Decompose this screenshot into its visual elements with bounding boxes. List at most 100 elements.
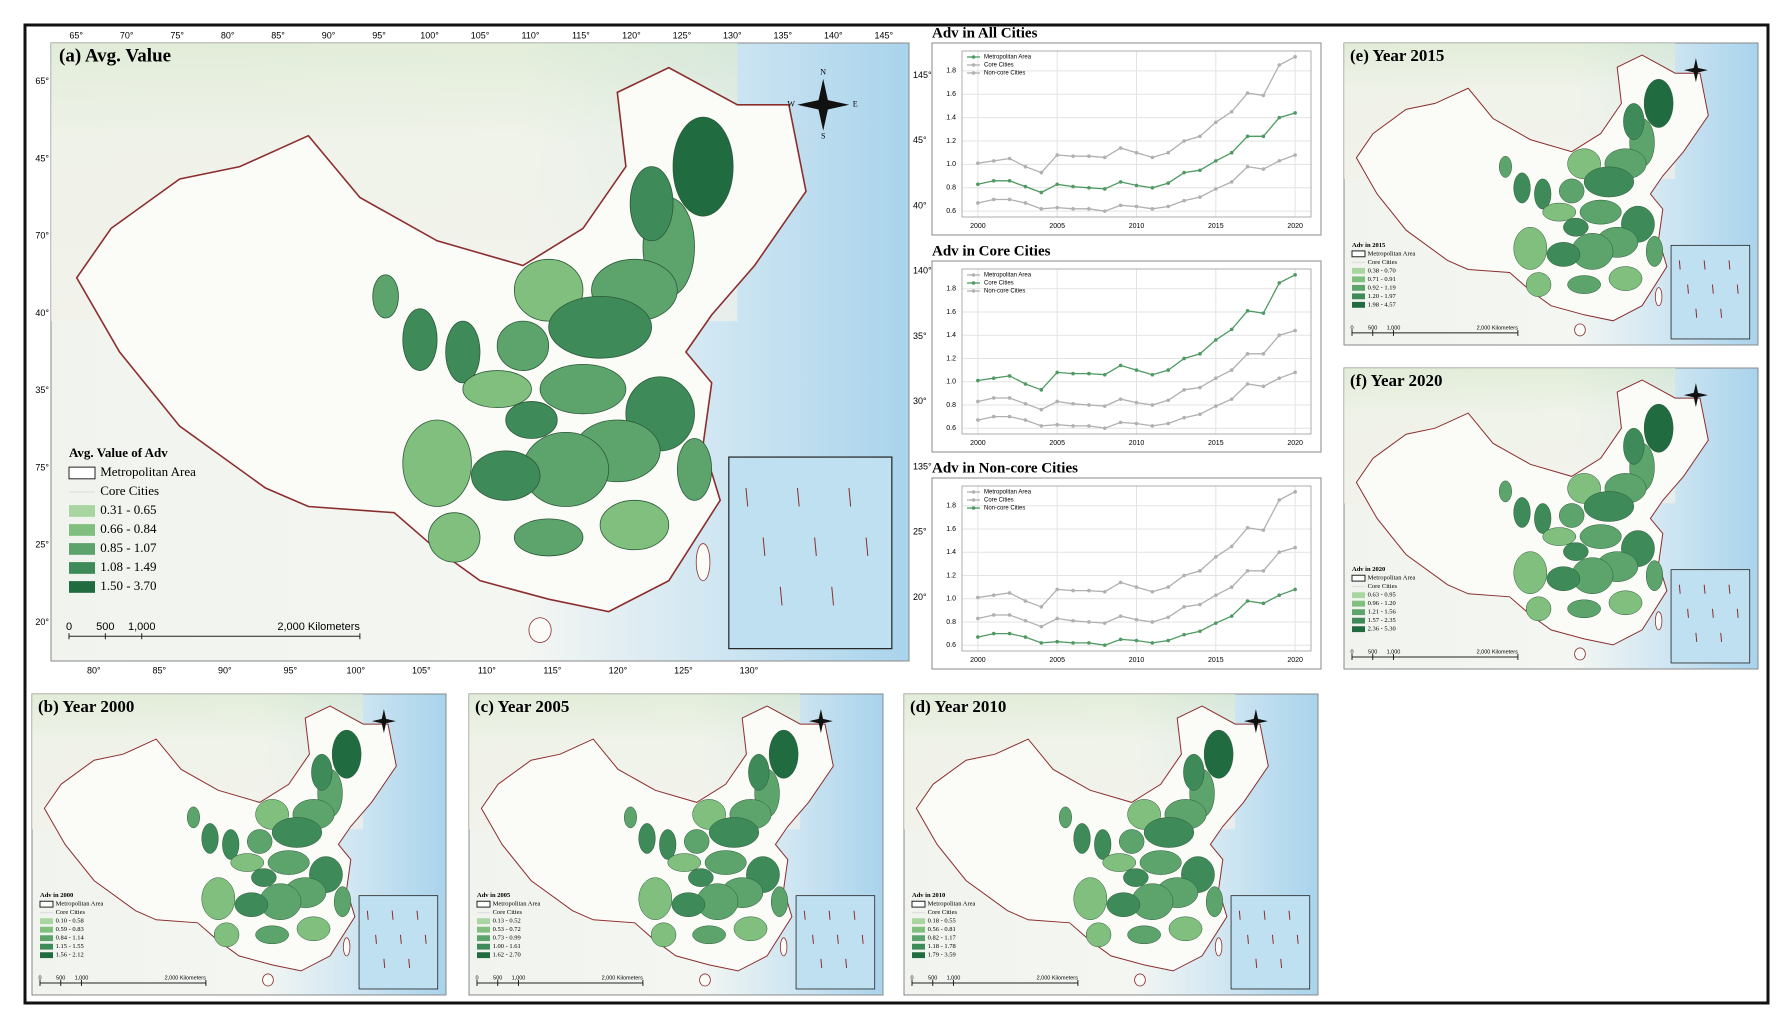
- map-title: (b) Year 2000: [38, 697, 134, 716]
- map-inset: [1670, 569, 1751, 664]
- data-point: [1166, 585, 1171, 589]
- data-point: [1198, 412, 1202, 417]
- data-point: [1166, 421, 1171, 426]
- legend-swatch: [1352, 276, 1365, 283]
- data-point: [1023, 382, 1028, 386]
- inset-boundary: [1687, 608, 1689, 618]
- data-point: [1150, 403, 1155, 407]
- city-region: [1645, 560, 1664, 591]
- legend-label: 0.56 - 0.81: [928, 926, 956, 933]
- graticule-label: 75°: [35, 462, 49, 472]
- chart-frame: [931, 260, 1322, 453]
- data-point: [1198, 195, 1202, 199]
- legend-swatch-metro: [476, 900, 491, 908]
- graticule-label: 105°: [412, 665, 431, 675]
- graticule-label: 100°: [347, 665, 366, 675]
- legend-marker: [971, 506, 976, 510]
- scale-label: 500: [493, 975, 502, 981]
- data-point: [1277, 333, 1282, 338]
- inset-boundary: [861, 934, 864, 944]
- x-tick-label: 2015: [1208, 223, 1224, 230]
- compass: [1683, 383, 1708, 408]
- city-region: [333, 886, 352, 917]
- legend-label: Metropolitan Area: [984, 490, 1032, 496]
- city-region: [1643, 78, 1674, 128]
- inset-boundary: [845, 958, 848, 968]
- legend-swatch: [912, 926, 925, 933]
- inset-boundary: [820, 958, 823, 968]
- inset-boundary: [1728, 584, 1731, 594]
- y-tick-label: 1.4: [946, 549, 956, 556]
- data-point: [1166, 398, 1171, 403]
- data-point: [1182, 415, 1186, 420]
- scale-label: 500: [1368, 325, 1377, 331]
- data-point: [991, 613, 996, 617]
- legend-swatch: [912, 918, 925, 925]
- map-inset: [728, 456, 893, 650]
- legend-label: 0.92 - 1.19: [1368, 284, 1396, 291]
- data-point: [1245, 382, 1250, 386]
- data-point: [1039, 624, 1044, 629]
- data-point: [1055, 399, 1059, 404]
- graticule-label: 20°: [913, 592, 927, 602]
- legend-swatch: [1352, 609, 1365, 616]
- city-region: [462, 370, 532, 409]
- data-point: [1007, 197, 1012, 202]
- data-point: [1039, 641, 1044, 645]
- scale-label: 0: [66, 621, 72, 633]
- data-point: [1277, 159, 1282, 163]
- figure-border: [23, 23, 1770, 1005]
- legend-swatch: [477, 918, 490, 925]
- data-point: [1182, 573, 1186, 578]
- legend-swatch: [477, 952, 490, 959]
- data-point: [1071, 641, 1075, 645]
- plot-area: [961, 485, 1312, 652]
- legend-swatch: [40, 935, 53, 942]
- inset-boundary: [1238, 910, 1241, 920]
- legend-swatch: [477, 926, 490, 933]
- legend-label: 1.79 - 3.59: [928, 952, 956, 959]
- graticule-label: 35°: [35, 385, 49, 395]
- legend-swatch: [912, 935, 925, 942]
- data-point: [1039, 170, 1044, 175]
- city-region: [672, 116, 734, 217]
- legend-label: 1.08 - 1.49: [100, 559, 156, 574]
- data-point: [1007, 178, 1012, 183]
- scale-label: 0: [1350, 325, 1353, 331]
- city-region: [1534, 178, 1552, 210]
- data-point: [1245, 309, 1250, 313]
- legend-swatch-metro: [68, 466, 96, 480]
- data-point: [1023, 401, 1028, 406]
- data-point: [1055, 616, 1059, 621]
- data-point: [1293, 545, 1297, 550]
- city-region: [1499, 480, 1512, 503]
- graticule-label: 120°: [622, 30, 641, 40]
- legend-swatch: [1352, 267, 1365, 274]
- city-region: [372, 274, 399, 319]
- legend-swatch-metro: [1351, 574, 1366, 582]
- data-point: [1182, 198, 1186, 203]
- legend-label: Core Cities: [928, 909, 958, 916]
- y-tick-label: 1.0: [946, 161, 956, 168]
- city-region: [1499, 156, 1512, 178]
- data-point: [1118, 580, 1123, 585]
- y-tick-label: 0.6: [946, 425, 956, 432]
- legend-swatch-metro: [39, 900, 54, 908]
- inset-boundary: [1678, 584, 1681, 594]
- data-point: [1293, 328, 1297, 333]
- data-point: [1229, 544, 1234, 549]
- data-point: [1214, 338, 1218, 342]
- city-region: [1563, 542, 1589, 561]
- y-tick-label: 0.6: [946, 642, 956, 649]
- y-tick-label: 0.8: [946, 402, 956, 409]
- data-point: [1102, 589, 1107, 594]
- scale-label: 1,000: [1387, 649, 1401, 655]
- legend-label: 0.38 - 0.70: [1368, 267, 1396, 274]
- compass-label: N: [820, 68, 826, 77]
- data-point: [976, 161, 980, 166]
- compass: [797, 78, 850, 131]
- data-point: [1150, 185, 1155, 190]
- city-region: [1073, 877, 1108, 920]
- inset-boundary: [1695, 632, 1698, 642]
- legend-label: 0.85 - 1.07: [100, 540, 157, 555]
